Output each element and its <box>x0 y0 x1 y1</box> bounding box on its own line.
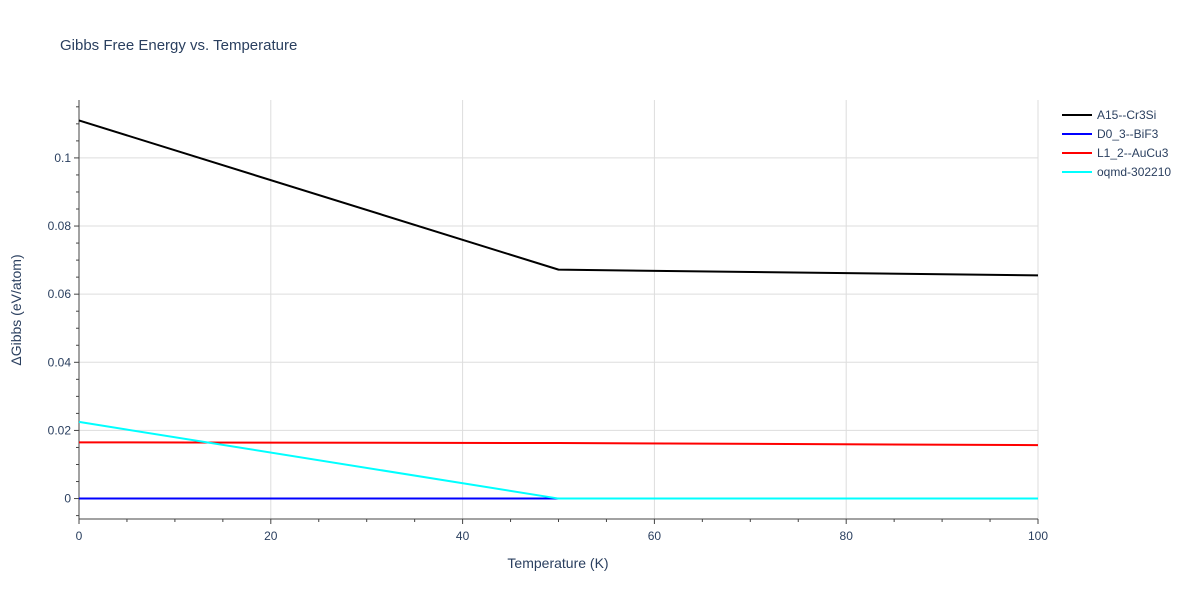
x-axis-title: Temperature (K) <box>507 555 608 571</box>
legend-label: D0_3--BiF3 <box>1097 127 1159 141</box>
series-line-oqmd-302210 <box>78 420 1038 500</box>
x-tick-label: 60 <box>648 529 662 543</box>
grid <box>79 100 1039 519</box>
legend[interactable]: A15--Cr3Si D0_3--BiF3 L1_2--AuCu3 oqmd-3022… <box>1062 108 1171 179</box>
x-tick-label: 40 <box>456 529 470 543</box>
axes: 0 20 40 60 80 100 0 0.02 0.04 0.06 0.08 0.1 <box>48 100 1048 543</box>
y-tick-label: 0 <box>64 492 71 506</box>
legend-item[interactable]: L1_2--AuCu3 <box>1062 146 1169 160</box>
legend-item[interactable]: oqmd-302210 <box>1062 165 1171 179</box>
x-tick-label: 20 <box>264 529 278 543</box>
x-tick-label: 80 <box>840 529 854 543</box>
series-line-L1_2--AuCu3 <box>78 441 1039 447</box>
y-tick-label: 0.06 <box>48 287 72 301</box>
x-tick-label: 0 <box>76 529 83 543</box>
legend-label: L1_2--AuCu3 <box>1097 146 1169 160</box>
series-line-A15--Cr3Si <box>78 119 1039 277</box>
legend-label: A15--Cr3Si <box>1097 108 1156 122</box>
y-tick-label: 0.1 <box>54 151 71 165</box>
y-axis-title: ΔGibbs (eV/atom) <box>8 254 24 365</box>
chart-title: Gibbs Free Energy vs. Temperature <box>60 37 297 54</box>
y-tick-label: 0.04 <box>48 355 72 369</box>
legend-label: oqmd-302210 <box>1097 165 1171 179</box>
y-tick-label: 0.08 <box>48 219 72 233</box>
legend-item[interactable]: A15--Cr3Si <box>1062 108 1156 122</box>
y-tick-label: 0.02 <box>48 423 72 437</box>
x-tick-label: 100 <box>1028 529 1048 543</box>
legend-item[interactable]: D0_3--BiF3 <box>1062 127 1159 141</box>
plot-area <box>78 119 1039 500</box>
